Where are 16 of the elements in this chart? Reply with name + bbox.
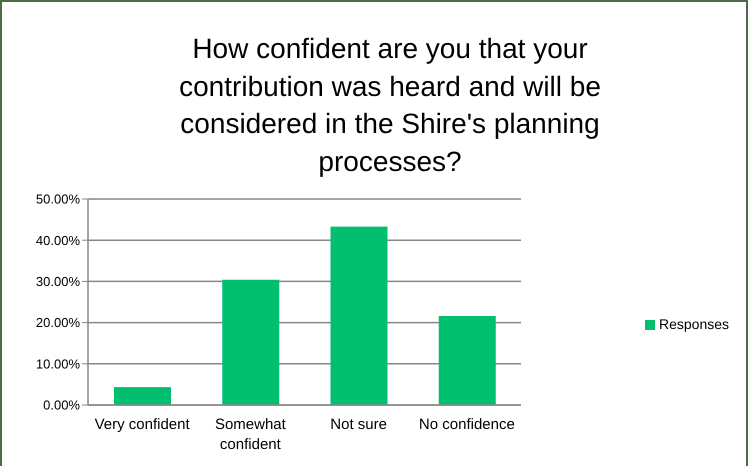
bar	[330, 226, 388, 405]
bar	[438, 316, 496, 405]
y-tick-label: 40.00%	[36, 232, 80, 248]
y-tick-label: 50.00%	[36, 192, 80, 207]
x-tick-label: Not sure	[330, 416, 387, 433]
y-tick-label: 20.00%	[36, 315, 80, 330]
bar	[114, 387, 171, 405]
y-tick-label: 30.00%	[36, 274, 80, 290]
y-tick-label: 0.00%	[43, 398, 80, 413]
y-tick-label: 10.00%	[36, 356, 80, 372]
x-tick-label: No confidence	[418, 416, 515, 433]
legend-label: Responses	[659, 316, 730, 332]
bar	[222, 280, 280, 405]
chart-title: How confident are you that your contribution was heard and will be considered in the Shire's planning processes?	[178, 32, 602, 179]
x-tick-label: Very confident	[94, 416, 190, 433]
x-tick-label: Somewhat confident	[214, 416, 287, 453]
